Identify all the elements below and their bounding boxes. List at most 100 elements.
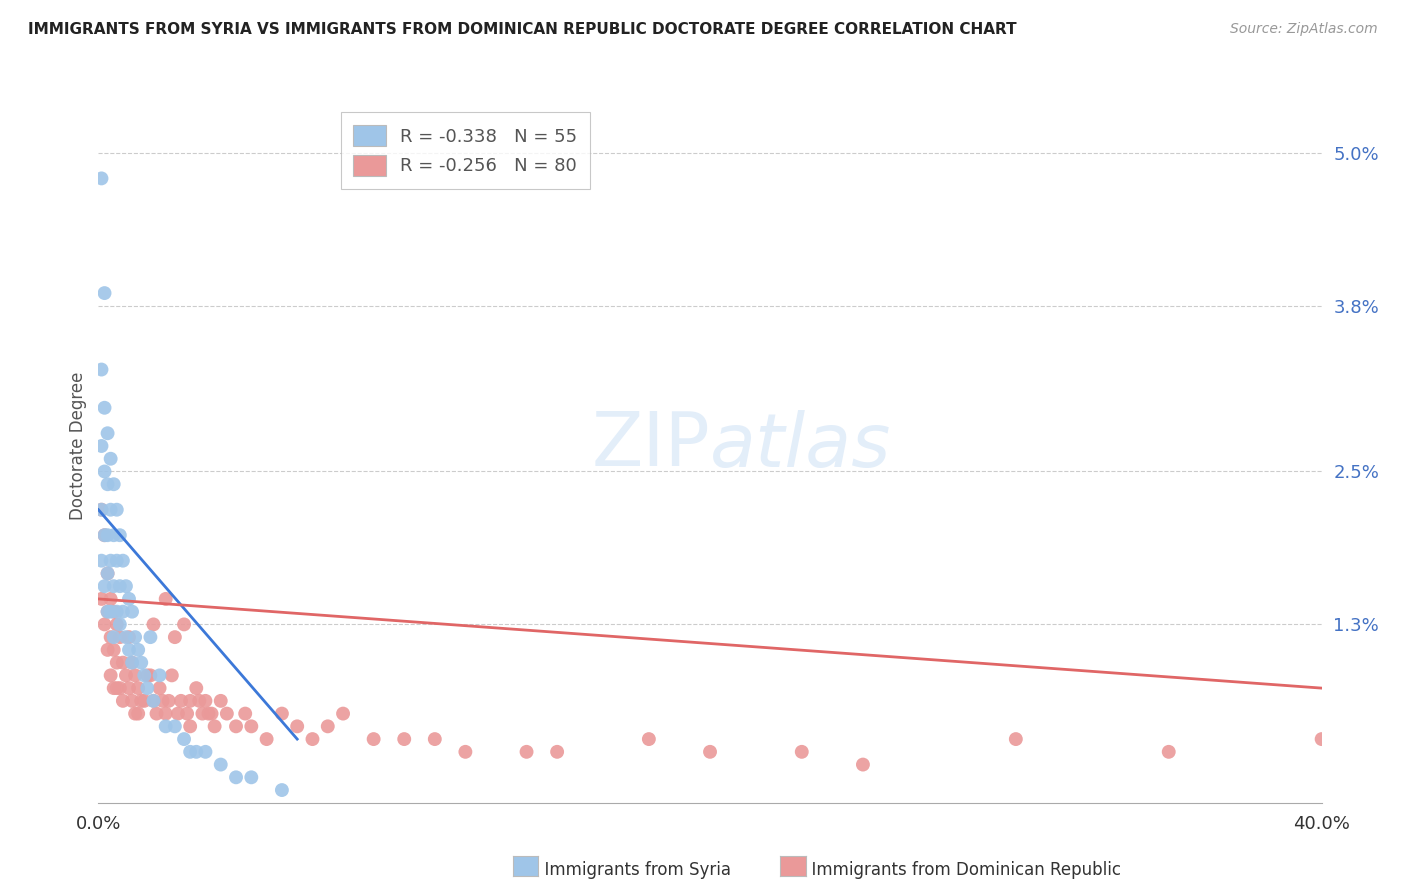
Point [97, 566, 120, 581]
Point [121, 656, 143, 670]
Point [173, 732, 195, 747]
Point [167, 706, 190, 721]
Point [121, 656, 143, 670]
Point [121, 694, 143, 708]
Point [179, 719, 201, 733]
Legend: R = -0.338   N = 55, R = -0.256   N = 80: R = -0.338 N = 55, R = -0.256 N = 80 [340, 112, 591, 188]
Point [103, 643, 125, 657]
Point [233, 706, 256, 721]
Point [157, 694, 180, 708]
Point [790, 745, 813, 759]
Point [118, 643, 141, 657]
Point [90, 502, 112, 516]
Point [115, 668, 138, 682]
Point [179, 745, 201, 759]
Point [93, 528, 115, 542]
Point [423, 732, 446, 747]
Point [155, 591, 177, 606]
Point [93, 401, 115, 415]
Point [454, 745, 477, 759]
Point [105, 605, 128, 619]
Point [852, 757, 875, 772]
Point [136, 681, 159, 695]
Point [108, 528, 131, 542]
Point [111, 554, 134, 568]
Point [118, 630, 141, 644]
Point [90, 502, 112, 516]
Point [90, 439, 112, 453]
Point [115, 630, 138, 644]
Point [127, 643, 149, 657]
Point [105, 554, 128, 568]
Point [124, 630, 146, 644]
Point [200, 706, 222, 721]
Point [204, 719, 226, 733]
Point [97, 566, 120, 581]
Point [142, 694, 165, 708]
Point [139, 668, 162, 682]
Point [97, 605, 120, 619]
Point [97, 605, 120, 619]
Text: Immigrants from Dominican Republic: Immigrants from Dominican Republic [801, 861, 1122, 879]
Point [142, 617, 165, 632]
Point [93, 286, 115, 301]
Point [215, 706, 238, 721]
Point [118, 591, 141, 606]
Point [124, 668, 146, 682]
Point [546, 745, 568, 759]
Point [103, 681, 125, 695]
Point [160, 668, 183, 682]
Text: IMMIGRANTS FROM SYRIA VS IMMIGRANTS FROM DOMINICAN REPUBLIC DOCTORATE DEGREE COR: IMMIGRANTS FROM SYRIA VS IMMIGRANTS FROM… [28, 22, 1017, 37]
Point [256, 732, 278, 747]
Text: ZIP: ZIP [592, 409, 710, 483]
Point [93, 579, 115, 593]
Point [149, 681, 172, 695]
Point [129, 656, 152, 670]
Point [142, 694, 165, 708]
Point [124, 706, 146, 721]
Point [240, 770, 263, 784]
Point [103, 630, 125, 644]
Point [103, 528, 125, 542]
Point [516, 745, 538, 759]
Point [316, 719, 339, 733]
Point [194, 694, 217, 708]
Point [197, 706, 219, 721]
Point [270, 783, 292, 797]
Point [93, 617, 115, 632]
Point [134, 668, 156, 682]
Point [111, 694, 134, 708]
Point [118, 681, 141, 695]
Point [191, 706, 214, 721]
Point [100, 502, 122, 516]
Point [97, 528, 120, 542]
Point [179, 694, 201, 708]
Point [90, 554, 112, 568]
Point [176, 706, 198, 721]
Point [97, 643, 120, 657]
Point [97, 477, 120, 491]
Point [100, 554, 122, 568]
Point [90, 362, 112, 376]
Point [270, 706, 292, 721]
Point [100, 668, 122, 682]
Point [97, 426, 120, 441]
Point [699, 745, 721, 759]
Point [100, 591, 122, 606]
Point [127, 706, 149, 721]
Point [139, 630, 162, 644]
Point [93, 528, 115, 542]
Point [225, 770, 247, 784]
Point [155, 719, 177, 733]
Point [108, 630, 131, 644]
Point [173, 617, 195, 632]
Point [188, 694, 211, 708]
Point [163, 719, 186, 733]
Point [170, 694, 193, 708]
Point [115, 579, 138, 593]
Point [209, 694, 232, 708]
Point [209, 757, 232, 772]
Point [103, 579, 125, 593]
Point [108, 617, 131, 632]
Point [240, 719, 263, 733]
